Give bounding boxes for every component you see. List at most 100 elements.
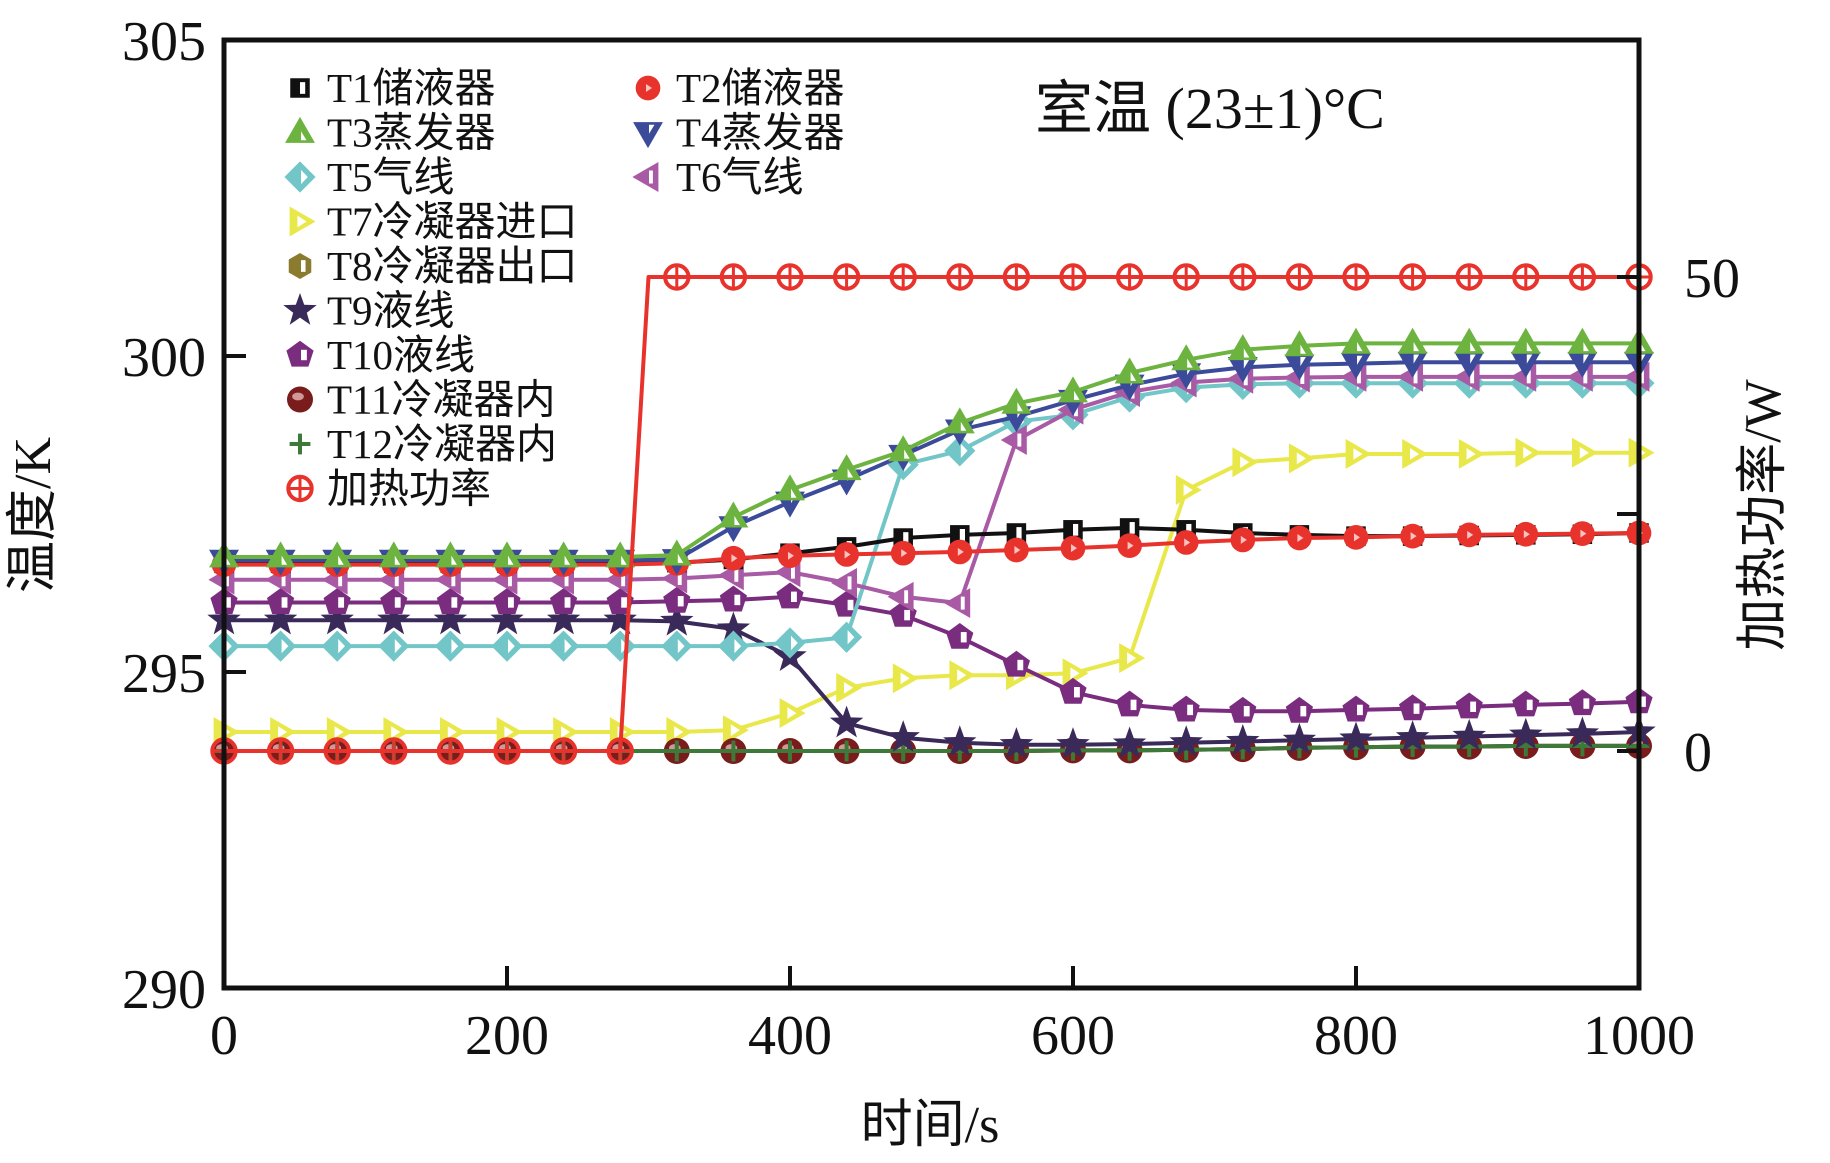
data-point	[1398, 694, 1427, 721]
series-line	[224, 618, 1640, 747]
data-point	[263, 602, 298, 635]
data-point	[1285, 263, 1314, 291]
data-point	[774, 627, 806, 659]
data-point	[1397, 327, 1428, 354]
data-point	[378, 541, 409, 568]
data-point	[1345, 439, 1372, 469]
data-point	[265, 541, 296, 568]
data-point	[1287, 525, 1312, 551]
data-point	[549, 737, 578, 765]
data-point	[1227, 334, 1258, 361]
data-point	[1568, 263, 1597, 291]
data-point	[1115, 263, 1144, 291]
data-point	[663, 263, 691, 291]
legend-label: T4蒸发器	[676, 110, 845, 156]
data-point	[717, 630, 749, 662]
data-point	[1455, 692, 1483, 719]
data-point	[380, 737, 408, 765]
data-point	[1059, 677, 1087, 704]
data-point	[1512, 690, 1540, 717]
legend-label: T9液线	[327, 288, 455, 334]
data-point	[323, 737, 351, 765]
data-point	[779, 698, 806, 729]
data-point	[723, 740, 744, 762]
y2-tick-label: 50	[1684, 248, 1740, 310]
legend-item: T7冷凝器进口	[289, 199, 578, 245]
data-point	[1454, 351, 1485, 378]
annotation-room-temperature: 室温 (23±1)°C	[1035, 76, 1385, 141]
legend-label: T11冷凝器内	[327, 377, 556, 423]
data-point	[834, 542, 859, 567]
series-T2储液器	[211, 520, 1652, 577]
data-point	[1565, 716, 1600, 749]
data-point	[1172, 263, 1200, 291]
data-point	[1172, 695, 1200, 722]
data-point	[719, 585, 748, 612]
data-point	[436, 588, 465, 615]
data-point	[491, 630, 523, 662]
data-point	[606, 737, 634, 765]
legend-item: T2储液器	[635, 65, 845, 111]
legend-marker-icon	[632, 162, 659, 192]
series-T10液线	[210, 582, 1653, 723]
data-point	[1173, 530, 1199, 555]
data-point	[718, 501, 749, 528]
legend-item: T4蒸发器	[633, 110, 845, 156]
data-point	[1284, 354, 1315, 381]
axes-layer: 0 200 400 600 800 1000 290 295 300 305 0 50	[122, 11, 1740, 1067]
data-point	[829, 705, 864, 738]
y-tick-label: 290	[122, 959, 206, 1021]
data-point	[943, 725, 977, 757]
data-point	[1515, 437, 1542, 468]
data-point	[1513, 521, 1539, 547]
legend-label: T2储液器	[676, 65, 845, 111]
data-point	[1063, 520, 1083, 540]
data-point	[1058, 376, 1088, 403]
data-point	[1002, 650, 1031, 677]
y2-axis-title: 加热功率/W	[1735, 379, 1792, 651]
data-point	[1510, 351, 1541, 378]
data-point	[888, 435, 919, 462]
data-point	[1512, 263, 1540, 291]
data-point	[1458, 439, 1485, 469]
data-point	[1112, 726, 1147, 759]
data-point	[661, 539, 692, 566]
data-point	[380, 588, 408, 615]
data-point	[1060, 535, 1086, 561]
legend-item: T3蒸发器	[285, 110, 496, 156]
data-point	[1226, 723, 1260, 756]
data-point	[719, 263, 748, 291]
data-point	[1227, 356, 1258, 383]
data-point	[892, 663, 919, 694]
data-point	[944, 407, 975, 434]
data-point	[1398, 263, 1427, 291]
data-point	[721, 545, 746, 571]
data-point	[322, 541, 353, 568]
data-point	[1400, 523, 1425, 549]
data-point	[890, 540, 916, 566]
data-point	[1628, 437, 1655, 468]
data-point	[434, 630, 466, 662]
data-point	[1285, 696, 1314, 723]
y-tick-label: 305	[122, 11, 206, 73]
legend-label: T10液线	[327, 332, 475, 378]
data-point	[1570, 521, 1595, 546]
data-point	[1169, 725, 1203, 757]
data-point	[320, 602, 354, 635]
data-point	[1284, 330, 1315, 357]
legend-marker-icon	[284, 161, 316, 193]
legend-marker-icon	[289, 433, 311, 455]
data-point	[776, 582, 804, 609]
legend-marker-icon	[290, 78, 310, 98]
data-point	[832, 263, 861, 291]
data-point	[831, 621, 863, 653]
data-point	[266, 588, 295, 615]
data-point	[493, 737, 521, 765]
y-tick-label: 300	[122, 327, 206, 389]
data-point	[1343, 525, 1369, 550]
legend-label: 加热功率	[327, 466, 491, 512]
legend-item: T11冷凝器内	[287, 377, 556, 423]
data-point	[435, 541, 466, 568]
legend-item: T5气线	[284, 154, 455, 200]
